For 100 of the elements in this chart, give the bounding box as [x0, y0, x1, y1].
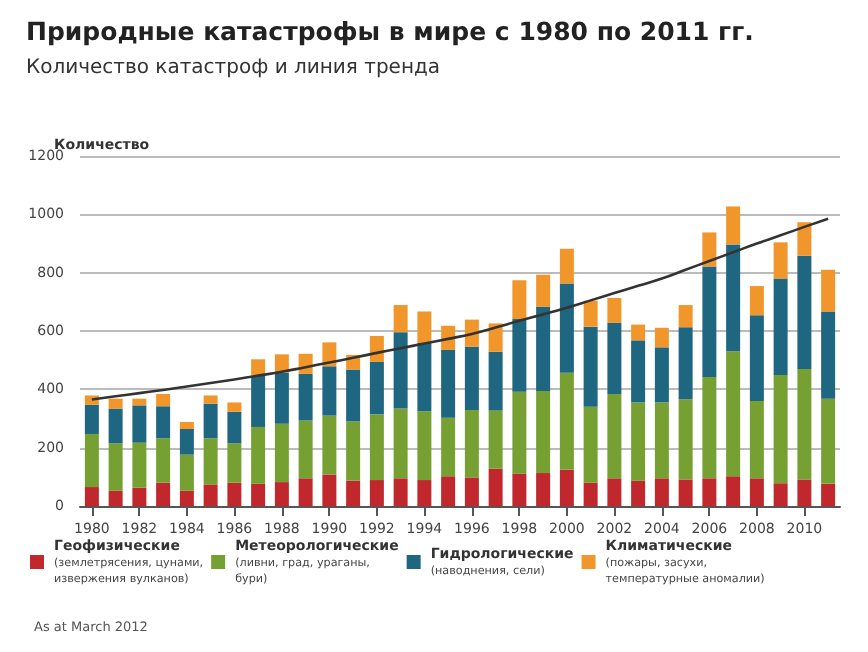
bar — [393, 408, 408, 479]
bar — [797, 255, 812, 369]
bar — [726, 351, 741, 477]
bar — [227, 482, 242, 506]
bar — [773, 375, 788, 484]
bar — [417, 342, 432, 412]
bar — [536, 274, 551, 307]
bar — [179, 422, 194, 429]
bar — [631, 402, 646, 481]
bar — [227, 402, 242, 412]
bar — [654, 327, 669, 348]
bar — [678, 305, 693, 328]
bar — [773, 242, 788, 279]
bar — [369, 361, 384, 415]
bar — [156, 394, 171, 407]
bar — [821, 483, 836, 506]
bar — [298, 420, 313, 479]
bar — [702, 478, 717, 506]
bar — [583, 482, 598, 506]
bar — [773, 483, 788, 506]
bar — [654, 478, 669, 506]
bar — [417, 411, 432, 481]
bar — [797, 222, 812, 256]
bar — [156, 438, 171, 483]
bar — [132, 487, 147, 506]
bar — [203, 438, 218, 485]
bar — [417, 311, 432, 343]
bar — [84, 404, 99, 434]
bar — [488, 410, 503, 469]
bar — [559, 283, 574, 373]
bar — [251, 375, 266, 427]
bar — [654, 347, 669, 403]
bar — [631, 480, 646, 506]
bar — [298, 373, 313, 421]
bar — [512, 473, 527, 506]
bar — [749, 401, 764, 479]
bar — [203, 403, 218, 439]
bar — [203, 395, 218, 404]
bar — [251, 426, 266, 484]
bar — [512, 319, 527, 392]
bar — [726, 206, 741, 245]
bar — [488, 468, 503, 506]
bar — [203, 484, 218, 506]
bar — [559, 469, 574, 506]
bar — [583, 406, 598, 483]
bar — [108, 490, 123, 506]
bar — [821, 398, 836, 484]
bar — [251, 483, 266, 506]
bar — [227, 411, 242, 444]
bar — [346, 369, 361, 422]
bar — [179, 454, 194, 491]
bar — [393, 478, 408, 506]
bar — [84, 433, 99, 488]
bar — [274, 372, 289, 424]
bar — [488, 351, 503, 411]
bar — [84, 487, 99, 506]
bar — [702, 232, 717, 267]
bar — [749, 286, 764, 316]
bar — [607, 478, 622, 506]
bar — [132, 405, 147, 443]
bar — [369, 414, 384, 481]
chart-title: Природные катастрофы в мире с 1980 по 2011 гг. — [26, 16, 754, 46]
bar — [108, 398, 123, 409]
bar — [322, 415, 337, 475]
bar — [488, 323, 503, 352]
bar — [678, 327, 693, 400]
bar — [607, 298, 622, 323]
bar — [749, 478, 764, 506]
bar — [702, 377, 717, 479]
bar — [536, 473, 551, 506]
bar — [322, 366, 337, 416]
line-series — [90, 217, 830, 401]
bar — [702, 266, 717, 378]
bar — [536, 391, 551, 474]
bar — [654, 402, 669, 479]
bar — [464, 346, 479, 411]
bar — [821, 311, 836, 399]
bar — [797, 479, 812, 506]
bar — [773, 278, 788, 376]
bar — [726, 476, 741, 506]
bar — [346, 480, 361, 506]
bar — [583, 326, 598, 407]
bar — [108, 443, 123, 491]
bar — [678, 399, 693, 480]
bar — [156, 406, 171, 439]
bar — [179, 429, 194, 455]
bar — [631, 340, 646, 403]
bar — [607, 394, 622, 479]
bar — [393, 305, 408, 333]
bar — [274, 423, 289, 483]
bar — [512, 280, 527, 320]
bar — [108, 408, 123, 444]
bar — [441, 476, 456, 506]
bar — [274, 482, 289, 506]
bar — [346, 421, 361, 481]
bar — [726, 244, 741, 352]
bar — [441, 417, 456, 477]
bar — [583, 300, 598, 327]
bar — [512, 391, 527, 474]
bar — [631, 324, 646, 341]
